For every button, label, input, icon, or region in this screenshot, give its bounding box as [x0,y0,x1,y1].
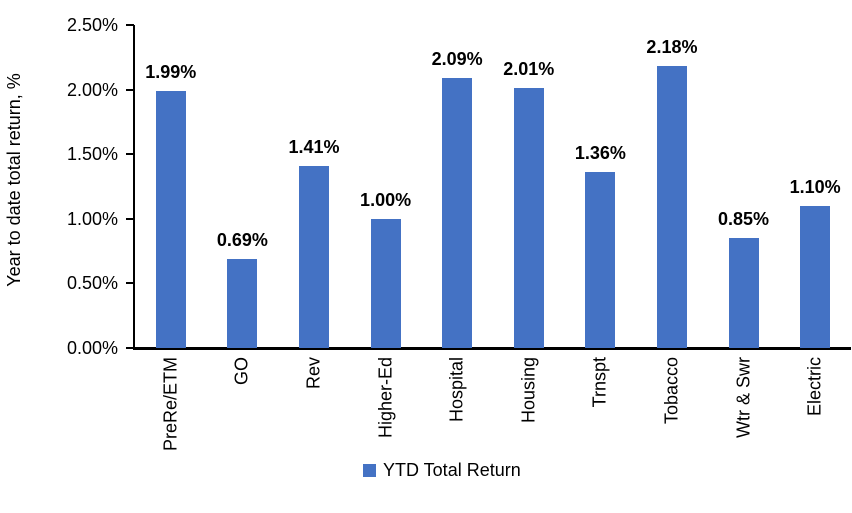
bar-value-label: 1.99% [145,62,197,82]
bar-group: 1.36% Trnspt [565,25,637,407]
bar [656,66,687,348]
bar-group: 0.85% Wtr & Swr [708,25,780,438]
bar [298,166,329,348]
bar-group: 0.69% GO [207,25,279,385]
x-axis-category-label: GO [231,357,252,386]
bar-value-label: 0.85% [718,209,770,229]
x-axis-category-label: Trnspt [589,357,610,408]
bar-group: 1.41% Rev [278,25,350,389]
bar [800,206,831,348]
y-axis-tick-mark [126,88,134,91]
bar-value-label: 2.01% [503,59,555,79]
bar-group: 2.01% Housing [493,25,565,423]
bar [155,91,186,348]
bar-value-label: 2.18% [646,37,698,57]
x-axis-line [133,347,851,350]
bar-value-label: 0.69% [216,230,268,250]
x-axis-category-label: Wtr & Swr [733,357,754,438]
bar [728,238,759,348]
y-axis-tick-mark [126,153,134,156]
bar [442,78,473,348]
bar-value-label: 2.09% [431,49,483,69]
bar [370,219,401,348]
bar-group: 1.00% Higher-Ed [350,25,422,438]
y-axis-tick-mark [126,347,134,349]
x-axis-category-label: Housing [518,357,539,424]
bar-group: 2.18% Tobacco [636,25,708,424]
y-axis-tick-mark [126,282,134,285]
y-axis-line [133,25,135,348]
x-axis-category-label: Rev [303,357,324,390]
y-axis-title: Year to date total return, % [4,73,24,287]
bar-group: 2.09% Hospital [421,25,493,422]
bar-group: 1.99% PreRe/ETM [135,25,207,451]
bar-group: 1.10% Electric [779,25,851,416]
legend-swatch [363,463,376,477]
y-axis-tick-label: 1.00% [66,208,118,229]
legend-label: YTD Total Return [383,460,521,480]
bar-value-label: 1.36% [574,143,626,163]
bar-value-label: 1.10% [789,177,841,197]
y-axis-tick-mark [126,24,134,26]
y-axis-tick-label: 2.50% [66,15,118,35]
x-axis-category-label: Tobacco [661,357,682,425]
x-axis-category-label: Higher-Ed [375,357,396,439]
y-axis-tick-label: 2.00% [66,79,118,100]
x-axis-category-label: Electric [804,357,825,417]
x-axis-category-label: Hospital [446,357,467,423]
bar-value-label: 1.41% [288,137,340,157]
y-axis-tick-label: 0.50% [66,273,118,294]
x-axis-category-label: PreRe/ETM [160,357,181,452]
y-axis-tick-label: 1.50% [66,144,118,165]
bar [513,88,544,348]
legend: YTD Total Return [363,459,521,481]
plot-area: 1.99% PreRe/ETM 0.69% GO 1.41% Rev 1.00% Higher… [135,25,851,451]
y-axis-tick-label: 0.00% [66,338,118,358]
bar-value-label: 1.00% [360,190,412,210]
bar [227,259,258,348]
bar [585,172,616,348]
y-axis-tick-mark [126,217,134,220]
